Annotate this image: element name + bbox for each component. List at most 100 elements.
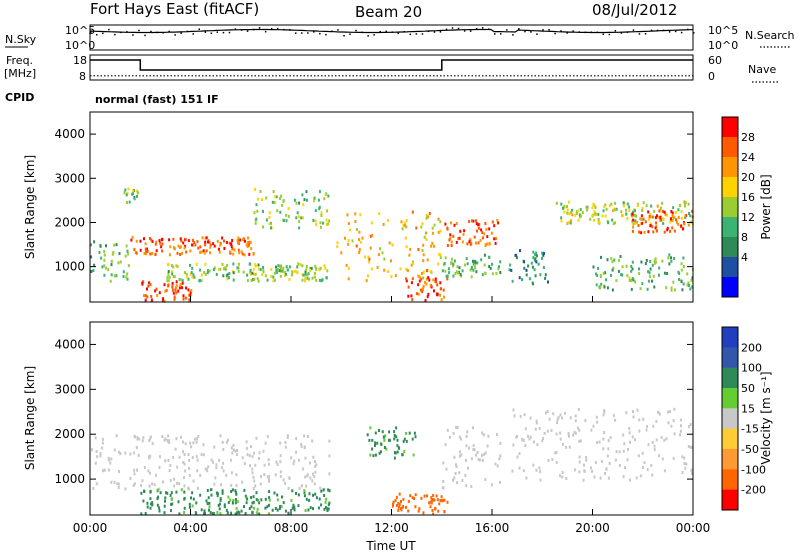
velocity-cell-0-139 bbox=[251, 471, 254, 475]
velocity-cell-1-116 bbox=[256, 511, 259, 515]
power-cell-0-33 bbox=[126, 249, 129, 253]
power-cell-9-51 bbox=[444, 269, 447, 273]
power-cell-4-151 bbox=[246, 279, 249, 283]
velocity-cell-2-5 bbox=[384, 434, 387, 438]
power-cbar-tick-5: 8 bbox=[741, 231, 748, 244]
power-cell-7-23 bbox=[422, 284, 425, 288]
velocity-cell-4-136 bbox=[638, 418, 641, 422]
power-cell-8-52 bbox=[468, 240, 471, 244]
velocity-cell-2-2 bbox=[376, 441, 379, 445]
power-cell-10-28 bbox=[541, 256, 543, 260]
velocity-cell-1-23 bbox=[164, 499, 166, 503]
power-cell-4-80 bbox=[204, 272, 207, 276]
noise-dot-102 bbox=[397, 32, 399, 35]
power-cbar-swatch-7 bbox=[722, 257, 738, 278]
power-cell-9-39 bbox=[452, 262, 455, 266]
power-cell-9-31 bbox=[476, 261, 479, 265]
power-cell-4-140 bbox=[246, 273, 249, 277]
power-cell-6-28 bbox=[439, 220, 442, 224]
x-tick-label-1: 04:00 bbox=[173, 521, 208, 535]
velocity-cell-0-119 bbox=[254, 463, 257, 467]
velocity-cell-1-80 bbox=[207, 496, 210, 500]
velocity-cell-4-67 bbox=[658, 412, 661, 416]
power-cell-4-152 bbox=[237, 262, 240, 266]
power-cell-13-13 bbox=[615, 279, 618, 283]
velocity-cell-5-41 bbox=[443, 510, 446, 513]
velocity-cell-2-42 bbox=[374, 441, 377, 445]
power-cell-2-104 bbox=[196, 240, 199, 244]
power-cell-13-55 bbox=[618, 258, 620, 262]
velocity-cell-4-54 bbox=[680, 424, 682, 428]
power-cbar-swatch-6 bbox=[722, 237, 738, 258]
velocity-cell-0-113 bbox=[241, 456, 244, 460]
velocity-cell-0-79 bbox=[258, 457, 260, 460]
velocity-cell-0-184 bbox=[158, 487, 161, 491]
power-cell-4-86 bbox=[224, 266, 227, 270]
power-cell-2-114 bbox=[149, 252, 152, 256]
power-cell-13-19 bbox=[670, 286, 673, 290]
power-cell-2-109 bbox=[204, 243, 207, 247]
power-cell-4-129 bbox=[175, 264, 178, 267]
power-cell-4-40 bbox=[228, 272, 231, 275]
velocity-cell-0-129 bbox=[221, 466, 224, 470]
power-cell-2-66 bbox=[218, 250, 221, 254]
noise-dot-94 bbox=[373, 34, 375, 36]
velocity-cell-0-20 bbox=[148, 484, 151, 488]
velocity-cell-4-117 bbox=[535, 421, 538, 425]
power-cell-6-92 bbox=[426, 258, 429, 262]
power-cell-11-77 bbox=[586, 208, 589, 212]
velocity-cell-4-91 bbox=[685, 462, 688, 466]
power-cell-11-40 bbox=[689, 214, 692, 218]
velocity-cell-1-44 bbox=[234, 501, 237, 505]
velocity-cell-0-124 bbox=[148, 456, 151, 460]
power-cell-2-51 bbox=[144, 242, 147, 246]
velocity-cell-3-2 bbox=[490, 483, 493, 487]
power-cell-6-19 bbox=[364, 255, 367, 259]
power-cell-11-141 bbox=[610, 202, 613, 206]
velocity-cell-1-72 bbox=[297, 504, 300, 508]
power-cell-5-35 bbox=[272, 190, 275, 193]
velocity-cell-0-8 bbox=[298, 486, 301, 490]
cpid-label: CPID bbox=[5, 91, 34, 104]
power-cell-6-100 bbox=[438, 252, 441, 256]
x-ticks: 00:00 04:00 08:00 12:00 16:00 20:00 00:00 bbox=[73, 296, 710, 535]
vel-cbar-swatch-1 bbox=[722, 347, 738, 369]
velocity-cell-1-135 bbox=[209, 511, 212, 515]
noise-dot-56 bbox=[258, 27, 261, 29]
power-cell-2-31 bbox=[191, 243, 194, 247]
velocity-cell-0-4 bbox=[202, 443, 205, 447]
velocity-cell-0-24 bbox=[158, 466, 161, 469]
vel-cbar-swatch-3 bbox=[722, 388, 738, 409]
x-tick-label-2: 08:00 bbox=[274, 521, 309, 535]
velocity-cell-0-154 bbox=[169, 478, 172, 482]
velocity-cell-4-97 bbox=[672, 419, 675, 423]
power-cell-2-39 bbox=[143, 237, 145, 241]
velocity-cell-1-91 bbox=[149, 490, 152, 494]
power-cell-6-42 bbox=[399, 267, 402, 271]
power-cell-11-46 bbox=[592, 213, 595, 217]
velocity-cell-0-104 bbox=[311, 439, 314, 443]
velocity-cell-5-56 bbox=[426, 494, 428, 498]
noise-dot-122 bbox=[457, 27, 460, 30]
velocity-cell-0-120 bbox=[267, 458, 270, 462]
power-cell-9-38 bbox=[446, 274, 449, 278]
power-cell-7-35 bbox=[410, 294, 413, 298]
power-cell-11-104 bbox=[555, 201, 558, 205]
power-cell-2-103 bbox=[199, 245, 202, 249]
velocity-cell-3-31 bbox=[499, 441, 502, 445]
power-cell-5-69 bbox=[300, 216, 303, 220]
power-cbar-swatch-0 bbox=[722, 117, 738, 138]
power-cell-13-99 bbox=[651, 263, 654, 267]
velocity-cell-4-81 bbox=[574, 431, 577, 435]
velocity-cell-0-183 bbox=[101, 441, 104, 445]
power-cell-10-5 bbox=[518, 276, 521, 280]
velocity-cell-0-110 bbox=[254, 484, 257, 488]
velocity-cell-5-3 bbox=[413, 497, 416, 500]
power-cell-13-50 bbox=[661, 259, 664, 263]
velocity-cell-1-120 bbox=[180, 488, 183, 492]
velocity-cell-4-31 bbox=[568, 445, 571, 449]
velocity-cell-1-186 bbox=[158, 509, 161, 513]
power-cell-11-87 bbox=[622, 204, 625, 208]
velocity-cell-3-16 bbox=[442, 461, 445, 465]
velocity-cell-0-187 bbox=[284, 445, 287, 449]
